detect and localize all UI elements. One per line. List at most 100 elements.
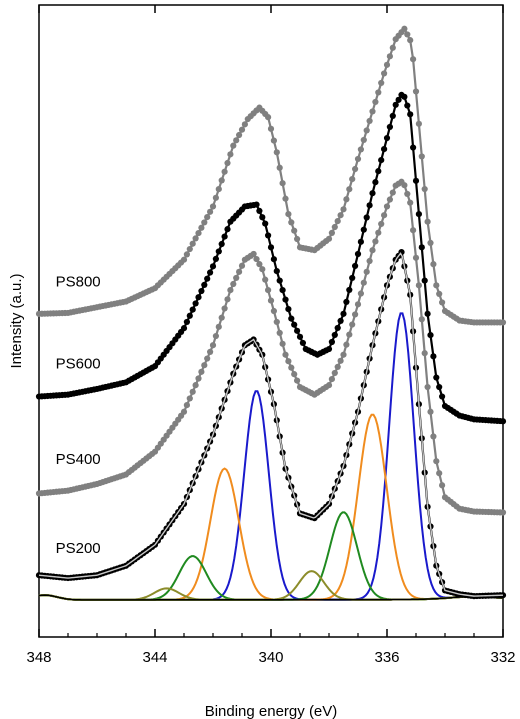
data-point	[386, 123, 393, 131]
data-point	[378, 220, 385, 228]
data-point	[195, 375, 202, 382]
fit-component-8	[38, 570, 504, 601]
data-point	[186, 245, 193, 253]
data-point	[354, 155, 362, 163]
data-point	[183, 251, 190, 258]
data-point	[241, 121, 248, 128]
data-point	[383, 61, 391, 68]
data-point	[436, 290, 443, 298]
data-point	[383, 134, 391, 142]
data-point	[378, 79, 385, 87]
data-point	[273, 149, 280, 156]
data-point	[412, 254, 420, 261]
data-point	[180, 325, 188, 332]
data-point	[238, 126, 246, 133]
data-point	[291, 321, 298, 328]
data-point	[375, 89, 382, 96]
data-point	[270, 256, 277, 263]
data-point	[415, 120, 422, 127]
data-point	[404, 102, 411, 109]
x-tick-label: 332	[490, 649, 515, 666]
data-point	[401, 25, 408, 32]
data-point	[195, 294, 202, 301]
data-point	[212, 194, 219, 201]
data-point	[499, 418, 507, 425]
data-point	[265, 287, 272, 294]
data-point	[233, 137, 240, 144]
data-point	[270, 137, 277, 144]
data-point	[192, 235, 199, 242]
data-point	[270, 307, 277, 315]
data-point	[354, 250, 362, 258]
series-label-ps400: PS400	[56, 451, 101, 468]
data-point	[357, 290, 364, 297]
data-point	[366, 257, 373, 265]
data-point	[195, 229, 202, 237]
data-point	[238, 262, 246, 269]
data-point	[183, 318, 190, 326]
data-point	[294, 327, 301, 334]
data-point	[204, 355, 211, 362]
data-point	[381, 145, 388, 153]
data-point	[436, 383, 443, 391]
x-tick-label: 336	[374, 649, 399, 666]
data-point	[192, 300, 199, 307]
data-point	[340, 206, 347, 213]
data-point	[360, 279, 367, 286]
data-point	[259, 214, 266, 221]
data-point	[421, 277, 428, 284]
x-tick-label: 344	[142, 649, 167, 666]
data-point	[227, 287, 234, 294]
data-point	[267, 244, 275, 251]
data-point	[418, 316, 425, 323]
fit-background	[38, 594, 504, 601]
series-ps400	[35, 178, 507, 516]
data-point	[236, 268, 243, 275]
data-point	[395, 96, 402, 103]
data-point	[198, 368, 205, 375]
data-point	[296, 333, 304, 340]
data-point	[427, 239, 434, 247]
data-point	[363, 214, 370, 221]
data-point	[227, 151, 234, 158]
data-point	[343, 298, 350, 305]
data-point	[427, 408, 434, 415]
data-point	[207, 348, 214, 355]
data-point	[265, 232, 272, 239]
data-point	[189, 240, 196, 247]
data-point	[415, 282, 422, 289]
data-point	[381, 70, 388, 77]
data-point	[328, 375, 335, 383]
data-point	[180, 408, 188, 415]
data-point	[224, 296, 231, 303]
data-point	[189, 306, 196, 313]
data-point	[224, 159, 231, 167]
data-point	[273, 268, 280, 275]
data-point	[430, 433, 437, 440]
data-point	[256, 261, 263, 268]
data-point	[360, 136, 367, 144]
x-tick-label: 348	[26, 649, 51, 666]
data-point	[372, 179, 379, 186]
data-point	[404, 190, 411, 198]
data-point	[221, 233, 228, 240]
fit-component-3	[38, 555, 504, 601]
data-point	[288, 315, 295, 322]
data-point	[262, 220, 269, 227]
data-point	[337, 357, 344, 364]
data-point	[346, 186, 353, 193]
data-point	[337, 212, 344, 219]
data-point	[198, 287, 205, 295]
data-point	[352, 165, 359, 173]
data-point	[375, 168, 382, 175]
data-point	[349, 274, 356, 282]
data-point	[369, 247, 376, 254]
data-point	[215, 323, 222, 330]
data-point	[186, 312, 193, 319]
data-point	[207, 269, 214, 276]
series-ps600	[35, 91, 507, 425]
data-point	[407, 111, 414, 118]
data-point	[224, 226, 231, 233]
data-point	[369, 190, 376, 197]
data-point	[230, 280, 237, 288]
